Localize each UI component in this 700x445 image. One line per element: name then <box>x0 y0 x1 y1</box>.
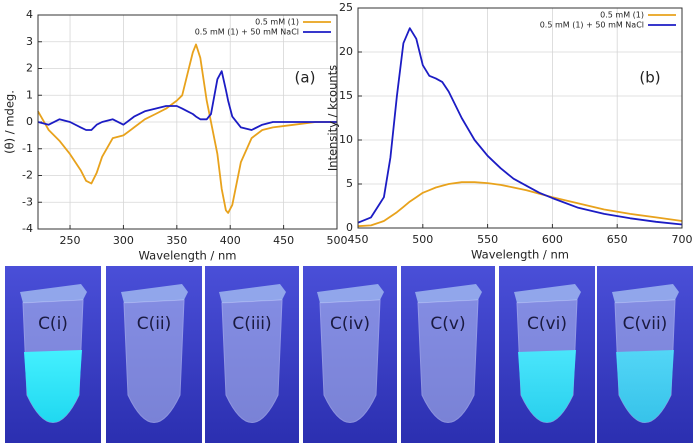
photo-panel: C(iv) <box>303 266 397 443</box>
photo-panel: C(vii) <box>597 266 693 443</box>
tube-cap <box>219 284 286 303</box>
y-tick-label: 15 <box>339 89 353 102</box>
legend-label: 0.5 mM (1) + 50 mM NaCl <box>195 28 299 37</box>
tube-cap <box>317 284 384 303</box>
photo-label: C(iv) <box>330 314 370 334</box>
photo-label: C(iii) <box>232 314 271 334</box>
y-tick-label: 25 <box>339 1 353 14</box>
tube-body <box>123 299 185 423</box>
y-tick-label: -1 <box>22 142 33 155</box>
photo-label: C(ii) <box>137 314 172 334</box>
tube-glow <box>24 350 82 423</box>
x-tick-label: 350 <box>166 234 187 247</box>
x-tick-label: 650 <box>607 233 628 246</box>
legend-label: 0.5 mM (1) <box>255 18 299 27</box>
tube-cap <box>121 284 188 303</box>
legend-label: 0.5 mM (1) + 50 mM NaCl <box>540 21 644 30</box>
x-tick-label: 500 <box>412 233 433 246</box>
panel-annotation: (b) <box>639 69 660 87</box>
tube-cap <box>612 284 679 303</box>
tube-cap <box>415 284 482 303</box>
x-tick-label: 450 <box>273 234 294 247</box>
chart-background <box>0 0 700 262</box>
y-tick-label: 20 <box>339 45 353 58</box>
series-line <box>357 27 683 226</box>
y-tick-label: -2 <box>22 169 33 182</box>
x-axis-label: Wavelength / nm <box>471 248 569 262</box>
x-tick-label: 450 <box>348 233 369 246</box>
photo-panel: C(i) <box>5 266 101 443</box>
tube-cap <box>514 284 581 303</box>
x-tick-label: 300 <box>113 234 134 247</box>
x-tick-label: 700 <box>672 233 693 246</box>
y-axis-label: (θ) / mdeg. <box>3 90 17 154</box>
photo-panel: C(iii) <box>205 266 299 443</box>
plot-frame <box>37 14 338 230</box>
y-tick-label: 4 <box>26 8 33 21</box>
tube-body <box>319 299 381 423</box>
y-tick-label: 10 <box>339 133 353 146</box>
tube-body <box>221 299 283 423</box>
y-axis-label: Intensity / kcounts <box>326 65 340 171</box>
tube-glow <box>616 350 674 423</box>
x-axis-label: Wavelength / nm <box>139 249 237 263</box>
y-tick-label: 5 <box>346 177 353 190</box>
x-tick-label: 250 <box>60 234 81 247</box>
series-line <box>357 181 683 228</box>
legend-label: 0.5 mM (1) <box>600 11 644 20</box>
y-tick-label: 2 <box>26 62 33 75</box>
y-tick-label: 3 <box>26 35 33 48</box>
plot-frame <box>357 7 683 229</box>
panel-annotation: (a) <box>295 69 316 87</box>
y-tick-label: 1 <box>26 88 33 101</box>
photo-label: C(i) <box>38 314 68 334</box>
x-tick-label: 550 <box>477 233 498 246</box>
photo-label: C(vi) <box>527 314 567 334</box>
photo-panel: C(v) <box>401 266 495 443</box>
photo-label: C(vii) <box>623 314 668 334</box>
x-tick-label: 400 <box>220 234 241 247</box>
y-tick-label: -4 <box>22 222 33 235</box>
tube-glow <box>518 350 576 423</box>
photo-panel: C(vi) <box>499 266 595 443</box>
series-line <box>37 70 337 131</box>
y-tick-label: -3 <box>22 195 33 208</box>
y-tick-label: 0 <box>26 115 33 128</box>
series-line <box>37 43 337 214</box>
photo-label: C(v) <box>430 314 465 334</box>
photo-panel: C(ii) <box>106 266 202 443</box>
y-tick-label: 0 <box>346 221 353 234</box>
x-tick-label: 600 <box>542 233 563 246</box>
tube-body <box>417 299 479 423</box>
tube-cap <box>20 284 87 303</box>
x-tick-label: 500 <box>327 234 348 247</box>
